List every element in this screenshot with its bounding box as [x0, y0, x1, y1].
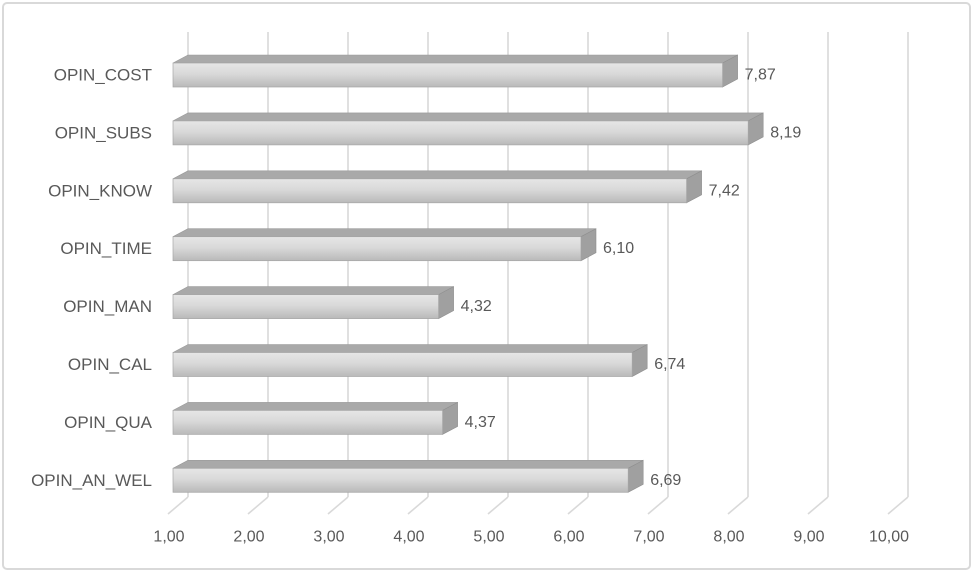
bar-top-face	[172, 344, 648, 353]
x-tick-label: 8,00	[713, 529, 744, 546]
x-tick-label: 10,00	[869, 529, 909, 546]
data-label: 4,32	[461, 298, 492, 315]
x-tick-label: 9,00	[793, 529, 824, 546]
category-labels: OPIN_COST OPIN_SUBS OPIN_KNOW OPIN_TIME OPIN…	[31, 66, 153, 490]
data-label: 6,69	[650, 472, 681, 489]
bar	[172, 352, 633, 377]
grid-line-floor-foot	[727, 496, 749, 515]
x-tick-label: 2,00	[233, 529, 264, 546]
x-tick-label: 4,00	[393, 529, 424, 546]
category-label: OPIN_SUBS	[55, 123, 152, 142]
data-label: 7,87	[745, 67, 776, 84]
x-tick-label: 1,00	[153, 529, 184, 546]
data-label: 7,42	[709, 182, 740, 199]
data-label: 8,19	[770, 124, 801, 141]
data-label: 4,37	[465, 414, 496, 431]
bar	[172, 410, 443, 435]
data-label: 6,10	[603, 240, 634, 257]
grid-line-floor-foot	[247, 496, 269, 515]
x-tick-label: 3,00	[313, 529, 344, 546]
bar	[172, 62, 723, 88]
category-label: OPIN_CAL	[68, 355, 152, 374]
x-tick-label: 7,00	[633, 529, 664, 546]
bar-top-face	[172, 170, 702, 180]
bar-top-face	[172, 112, 764, 122]
x-tick-label: 5,00	[473, 529, 504, 546]
bar	[172, 120, 749, 146]
grid-line-floor-foot	[407, 496, 429, 515]
category-label: OPIN_MAN	[63, 297, 152, 316]
x-axis-tick-labels: 1,00 2,00 3,00 4,00 5,00 6,00 7,00 8,00 9,00 10,0…	[153, 529, 909, 546]
data-label: 6,74	[654, 356, 685, 373]
category-label: OPIN_TIME	[60, 239, 152, 258]
bar-top-face	[172, 228, 597, 237]
category-label: OPIN_QUA	[64, 413, 153, 432]
bar-top-face	[172, 54, 738, 64]
grid-line-floor-foot	[167, 496, 189, 515]
grid-line-floor-foot	[327, 496, 349, 515]
grid-line-floor-foot	[487, 496, 509, 515]
bar	[172, 294, 439, 319]
category-label: OPIN_AN_WEL	[31, 471, 152, 490]
x-tick-label: 6,00	[553, 529, 584, 546]
category-label: OPIN_COST	[54, 66, 152, 85]
grid-line-floor-foot	[887, 496, 909, 515]
bar-series	[172, 54, 764, 493]
category-label: OPIN_KNOW	[48, 181, 152, 200]
grid-line-floor-foot	[567, 496, 589, 515]
grid-line-floor-foot	[647, 496, 669, 515]
data-labels: 7,87 8,19 7,42 6,10 4,32 6,74 4,37 6,69	[461, 67, 802, 489]
gridlines	[167, 32, 909, 515]
bar	[172, 178, 687, 204]
bar	[172, 236, 582, 262]
bar	[172, 467, 629, 493]
bar-top-face	[172, 402, 458, 411]
bar-top-face	[172, 459, 644, 469]
bar-top-face	[172, 286, 454, 295]
grid-line-floor-foot	[807, 496, 829, 515]
